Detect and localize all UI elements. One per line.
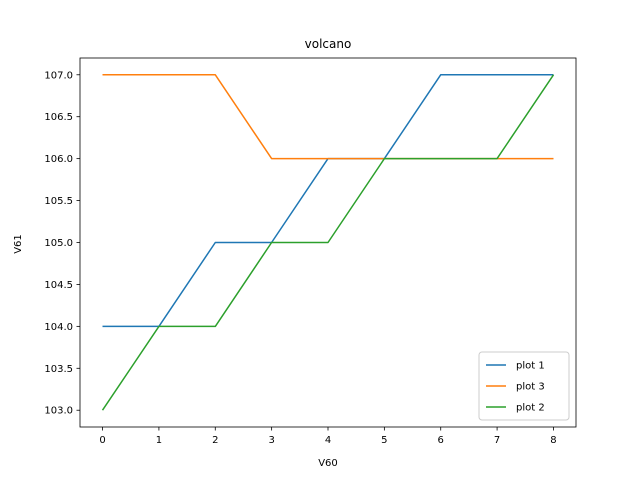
- y-axis-label: V61: [13, 234, 24, 254]
- series-line-2: [102, 74, 554, 160]
- legend: plot 1 plot 3 plot 2: [478, 351, 570, 421]
- x-tick-label: 1: [156, 435, 162, 446]
- y-tick-label: 103.5: [44, 364, 73, 375]
- y-tick-label: 104.5: [44, 280, 73, 291]
- x-tick-label: 6: [438, 435, 444, 446]
- x-tick-label: 4: [325, 435, 331, 446]
- series-line-3: [101, 74, 555, 411]
- x-tick-label: 0: [99, 435, 105, 446]
- y-tick-label: 103.0: [44, 406, 73, 417]
- y-tick-label: 107.0: [44, 70, 73, 81]
- y-tick-label: 104.0: [44, 322, 73, 333]
- x-axis-label: V60: [318, 458, 338, 469]
- y-axis-ticks: 103.0 103.5 104.0 104.5 105.0 105.5 106.0 106.5…: [44, 70, 80, 417]
- x-tick-label: 7: [494, 435, 500, 446]
- y-tick-label: 106.0: [44, 154, 73, 165]
- series-line-1: [102, 74, 554, 328]
- legend-label-3: plot 2: [516, 403, 545, 414]
- x-tick-label: 3: [268, 435, 274, 446]
- y-tick-label: 106.5: [44, 112, 73, 123]
- y-tick-label: 105.5: [44, 196, 73, 207]
- y-tick-label: 105.0: [44, 238, 73, 249]
- x-tick-label: 5: [381, 435, 387, 446]
- x-tick-label: 8: [550, 435, 556, 446]
- x-axis-ticks: 0 1 2 3 4 5 6 7 8: [99, 427, 557, 446]
- legend-box: [478, 351, 570, 421]
- legend-label-2: plot 3: [516, 382, 545, 393]
- x-tick-label: 2: [212, 435, 218, 446]
- legend-label-1: plot 1: [516, 361, 545, 372]
- chart-title: volcano: [305, 37, 352, 51]
